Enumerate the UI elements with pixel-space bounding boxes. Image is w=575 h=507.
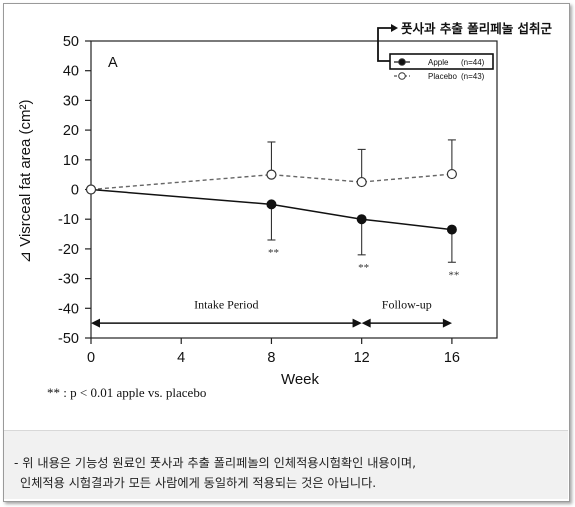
callout-bracket bbox=[377, 27, 394, 62]
x-tick-label: 12 bbox=[354, 350, 370, 366]
disclaimer-line-2: 인체적용 시험결과가 모든 사람에게 동일하게 적용되는 것은 아닙니다. bbox=[20, 476, 377, 490]
x-tick-label: 8 bbox=[267, 350, 275, 366]
legend-label-placebo: Placebo bbox=[428, 72, 457, 81]
y-tick-label: 50 bbox=[63, 34, 79, 50]
significance-mark: ** bbox=[448, 269, 459, 281]
y-tick-label: -10 bbox=[58, 212, 79, 228]
x-axis-title: Week bbox=[281, 371, 320, 388]
significance-mark: ** bbox=[358, 262, 369, 274]
apple-line bbox=[90, 188, 452, 231]
legend-label-apple: Apple bbox=[428, 58, 449, 67]
legend-marker-placebo bbox=[398, 72, 406, 80]
x-tick-label: 16 bbox=[444, 350, 460, 366]
placebo-point bbox=[356, 176, 367, 188]
y-tick-label: 0 bbox=[71, 183, 79, 199]
callout-label: 풋사과 추출 폴리페놀 섭취군 bbox=[401, 21, 553, 36]
placebo-line bbox=[90, 173, 452, 191]
period-arrow-end bbox=[352, 318, 362, 328]
callout-arrowhead bbox=[391, 24, 398, 32]
chart: 50 40 30 20 10 0 -10 -20 -30 -40 -50 0 4 8 12 16 Week ⊿ V… bbox=[17, 21, 553, 400]
y-axis-title: ⊿ Visrceal fat area (cm²) bbox=[17, 99, 34, 263]
y-tick-label: -30 bbox=[58, 272, 79, 288]
significance-note: ** : p < 0.01 apple vs. placebo bbox=[47, 385, 206, 400]
y-tick-label: -40 bbox=[58, 301, 79, 317]
figure-frame bbox=[3, 3, 570, 502]
placebo-point bbox=[446, 168, 457, 180]
disclaimer-band: - 위 내용은 기능성 원료인 풋사과 추출 폴리페놀의 인체적용시험확인 내용… bbox=[4, 430, 568, 499]
y-tick-label: -20 bbox=[58, 242, 79, 258]
visceral-fat-chart: 50 40 30 20 10 0 -10 -20 -30 -40 -50 0 4 8 12 16 Week ⊿ V… bbox=[17, 21, 553, 400]
y-tick-label: -50 bbox=[58, 331, 79, 347]
y-tick-label: 20 bbox=[63, 123, 79, 139]
placebo-point bbox=[266, 169, 277, 180]
apple-point bbox=[356, 214, 367, 225]
panel-label: A bbox=[108, 55, 118, 71]
period-arrow-start bbox=[91, 318, 100, 328]
significance-mark: ** bbox=[268, 247, 279, 259]
placebo-point bbox=[85, 184, 97, 195]
apple-point bbox=[446, 224, 457, 235]
period-arrow-start bbox=[361, 318, 371, 328]
y-tick-label: 10 bbox=[63, 153, 79, 169]
legend-n-apple: (n=44) bbox=[461, 58, 485, 67]
period-label: Follow-up bbox=[382, 297, 432, 311]
x-tick-label: 4 bbox=[177, 350, 185, 366]
legend-n-placebo: (n=43) bbox=[461, 72, 485, 81]
period-arrow-end bbox=[442, 318, 452, 328]
legend-marker-apple bbox=[398, 58, 406, 66]
y-tick-label: 30 bbox=[63, 93, 79, 109]
y-tick-label: 40 bbox=[63, 64, 79, 80]
apple-point bbox=[266, 199, 277, 210]
x-tick-label: 0 bbox=[87, 350, 95, 366]
disclaimer-line-1: - 위 내용은 기능성 원료인 풋사과 추출 폴리페놀의 인체적용시험확인 내용… bbox=[14, 456, 416, 470]
plot-frame bbox=[90, 40, 498, 339]
period-label: Intake Period bbox=[194, 297, 258, 311]
